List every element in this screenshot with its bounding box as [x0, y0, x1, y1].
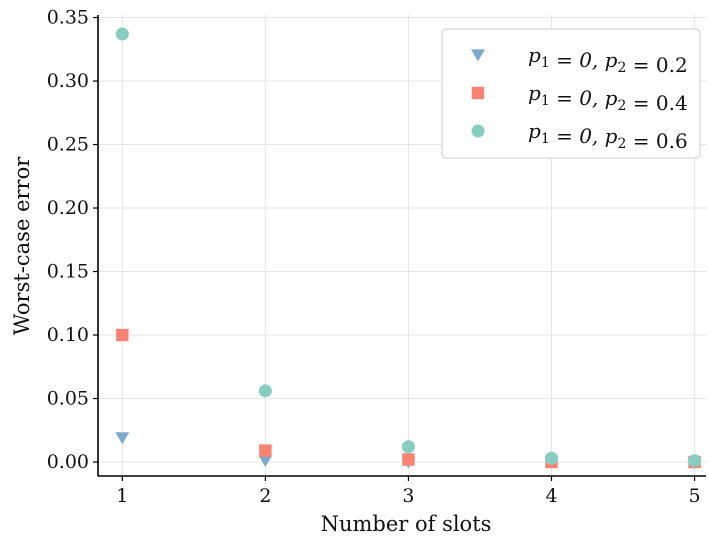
y-tick-label: 0.15 — [47, 261, 89, 283]
y-axis-title: Worst-case error — [10, 156, 34, 335]
legend-label-2: p1 = 0, p2 = 0.4 — [528, 81, 688, 115]
x-tick-label: 3 — [402, 485, 414, 507]
legend-frame — [441, 28, 701, 159]
y-tick-label: 0.20 — [47, 197, 89, 219]
y-tick-label: 0.10 — [47, 324, 89, 346]
x-tick-label: 4 — [545, 485, 557, 507]
legend-label-1: p1 = 0, p2 = 0.2 — [528, 43, 688, 77]
data-point-series-2 — [402, 453, 415, 466]
data-point-series-2 — [116, 328, 129, 342]
legend: p1 = 0, p2 = 0.2 p1 = 0, p2 = 0.4 p1 = 0, … — [441, 28, 701, 159]
legend-items: p1 = 0, p2 = 0.2 p1 = 0, p2 = 0.4 p1 = 0, … — [471, 43, 688, 153]
data-point-series-3 — [544, 451, 558, 465]
data-point-series-1 — [258, 455, 273, 468]
y-tick-label: 0.35 — [47, 7, 89, 29]
ticks-layer: 1 2 3 4 5 0.00 0.05 0.10 0.15 0.20 0.25 0.30 0.35 — [47, 7, 701, 507]
data-point-series-3 — [258, 384, 272, 398]
data-point-series-3 — [688, 454, 702, 468]
legend-marker-3 — [471, 124, 485, 138]
data-point-series-3 — [401, 440, 415, 454]
legend-marker-1 — [471, 49, 485, 62]
data-point-series-1 — [115, 432, 130, 445]
y-tick-label: 0.25 — [47, 134, 89, 156]
y-tick-label: 0.05 — [47, 388, 89, 410]
x-tick-label: 5 — [689, 485, 701, 507]
y-tick-label: 0.30 — [47, 70, 89, 92]
x-tick-label: 1 — [116, 485, 128, 507]
legend-label-3: p1 = 0, p2 = 0.6 — [528, 119, 688, 153]
legend-marker-2 — [471, 86, 485, 100]
data-point-series-3 — [115, 27, 129, 41]
data-point-series-2 — [259, 444, 272, 457]
x-tick-label: 2 — [259, 485, 271, 507]
grid-layer — [98, 15, 706, 476]
y-tick-label: 0.00 — [47, 451, 89, 473]
axes-layer — [97, 15, 706, 477]
points-layer — [115, 27, 702, 469]
x-axis-title: Number of slots — [321, 512, 492, 535]
